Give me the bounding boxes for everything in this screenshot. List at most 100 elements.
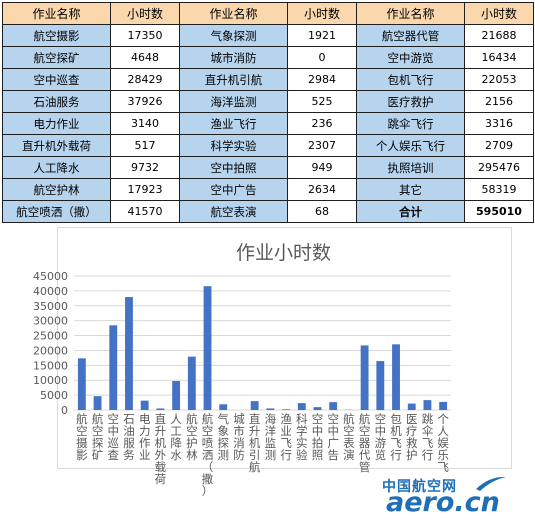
x-tick-label: 航空探矿 <box>92 412 104 462</box>
table-cell-hours: 41570 <box>110 200 180 223</box>
table-cell-name: 空中巡查 <box>2 68 111 91</box>
x-tick-label: 个人娱乐飞 <box>437 412 449 474</box>
x-tick-label: 航空表演 <box>343 412 355 462</box>
y-tick-label: 15000 <box>33 359 68 372</box>
y-tick-label: 40000 <box>33 285 68 298</box>
bar <box>392 344 400 410</box>
table-cell-hours: 517 <box>110 134 180 157</box>
table-cell-hours: 525 <box>287 90 357 113</box>
bar <box>187 356 196 410</box>
x-tick-label: 电力作业 <box>139 412 151 462</box>
chart-title: 作业小时数 <box>235 242 331 264</box>
y-tick-label: 45000 <box>33 270 68 283</box>
bar <box>407 403 416 410</box>
x-tick-label: 空中拍照 <box>312 412 324 462</box>
table-cell-name: 航空表演 <box>179 200 288 223</box>
x-tick-label: 空中广告 <box>327 412 339 462</box>
table-cell-name: 直升机引航 <box>179 68 288 91</box>
bar <box>203 286 212 410</box>
table-cell-name: 航空喷洒（撒） <box>2 200 111 223</box>
table-row: 空中巡查 28429 直升机引航 2984 包机飞行 22053 <box>2 68 534 91</box>
table-cell-hours: 949 <box>287 156 357 179</box>
table-cell-hours: 22053 <box>464 68 534 91</box>
x-tick-label: 科学实验 <box>296 412 308 462</box>
table-cell-name: 气象探测 <box>179 24 288 47</box>
table-cell-name: 海洋监测 <box>179 90 288 113</box>
watermark-en: aero.cn <box>386 487 500 518</box>
table-cell-hours: 595010 <box>464 200 534 223</box>
table-cell-hours: 3316 <box>464 112 534 135</box>
bar <box>140 400 149 410</box>
x-tick-label: 航空摄影 <box>76 412 88 462</box>
header-name-1: 作业名称 <box>2 2 111 25</box>
table-row: 航空摄影 17350 气象探测 1921 航空器代管 21688 <box>2 24 534 47</box>
bar <box>313 407 322 410</box>
table-header-row: 作业名称 小时数 作业名称 小时数 作业名称 小时数 <box>2 2 534 25</box>
table-cell-name: 航空器代管 <box>356 24 465 47</box>
table-cell-name: 航空摄影 <box>2 24 111 47</box>
x-tick-label: 海洋监测 <box>265 412 277 462</box>
bar <box>360 345 369 410</box>
table-cell-hours: 0 <box>287 46 357 69</box>
y-tick-label: 10000 <box>33 374 68 387</box>
y-tick-label: 0 <box>61 404 68 417</box>
bar <box>329 402 338 410</box>
header-hours-3: 小时数 <box>464 2 534 25</box>
swoosh-icon <box>476 476 506 491</box>
table-cell-hours: 2634 <box>287 178 357 201</box>
hours-table: 作业名称 小时数 作业名称 小时数 作业名称 小时数 航空摄影 17350 气象探测… <box>2 2 534 223</box>
table-cell-hours: 28429 <box>110 68 180 91</box>
x-tick-label: 石油服务 <box>123 412 135 462</box>
bar <box>172 381 181 410</box>
table-row: 石油服务 37926 海洋监测 525 医疗救护 2156 <box>2 90 534 113</box>
table-cell-name: 个人娱乐飞行 <box>356 134 465 157</box>
table-cell-name: 航空探矿 <box>2 46 111 69</box>
x-tick-label: 航空喷洒（撒） <box>202 412 214 498</box>
bar <box>266 408 275 410</box>
table-row: 航空探矿 4648 城市消防 0 空中游览 16434 <box>2 46 534 69</box>
table-cell-name: 空中游览 <box>356 46 465 69</box>
x-tick-label: 直升机引航 <box>249 412 261 474</box>
table-cell-name: 电力作业 <box>2 112 111 135</box>
x-tick-label: 跳伞飞行 <box>422 412 434 462</box>
x-tick-label: 人工降水 <box>170 412 182 462</box>
x-tick-label: 渔业飞行 <box>280 412 292 462</box>
x-tick-label: 航空护林 <box>186 412 198 462</box>
table-cell-hours: 4648 <box>110 46 180 69</box>
table-cell-name: 渔业飞行 <box>179 112 288 135</box>
bar <box>219 404 228 410</box>
x-tick-label: 气象探测 <box>217 412 229 462</box>
y-tick-label: 20000 <box>33 344 68 357</box>
table-cell-hours: 58319 <box>464 178 534 201</box>
bar <box>125 297 133 410</box>
table-cell-name: 合计 <box>356 200 465 223</box>
table-cell-name: 跳伞飞行 <box>356 112 465 135</box>
y-tick-label: 25000 <box>33 330 68 343</box>
x-tick-label: 包机飞行 <box>390 412 402 462</box>
y-tick-label: 30000 <box>33 315 68 328</box>
bar <box>282 409 290 410</box>
bar <box>156 408 165 410</box>
bar <box>250 401 259 410</box>
header-hours-1: 小时数 <box>110 2 180 25</box>
bar <box>423 400 432 410</box>
bar <box>93 396 102 410</box>
table-cell-name: 执照培训 <box>356 156 465 179</box>
bar <box>109 325 118 410</box>
table-cell-name: 城市消防 <box>179 46 288 69</box>
table-cell-hours: 37926 <box>110 90 180 113</box>
header-name-3: 作业名称 <box>356 2 465 25</box>
x-tick-label: 空中游览 <box>375 412 387 462</box>
table-row: 直升机外载荷 517 科学实验 2307 个人娱乐飞行 2709 <box>2 134 534 157</box>
header-name-2: 作业名称 <box>179 2 288 25</box>
x-tick-label: 航空器代管 <box>359 412 371 474</box>
table-row: 航空喷洒（撒） 41570 航空表演 68 合计 595010 <box>2 200 534 223</box>
x-tick-label: 空中巡查 <box>108 412 120 462</box>
table-cell-hours: 236 <box>287 112 357 135</box>
table-cell-hours: 68 <box>287 200 357 223</box>
table-cell-name: 科学实验 <box>179 134 288 157</box>
x-tick-label: 城市消防 <box>233 412 245 462</box>
table-cell-hours: 295476 <box>464 156 534 179</box>
bar <box>77 358 86 410</box>
table-cell-hours: 2156 <box>464 90 534 113</box>
